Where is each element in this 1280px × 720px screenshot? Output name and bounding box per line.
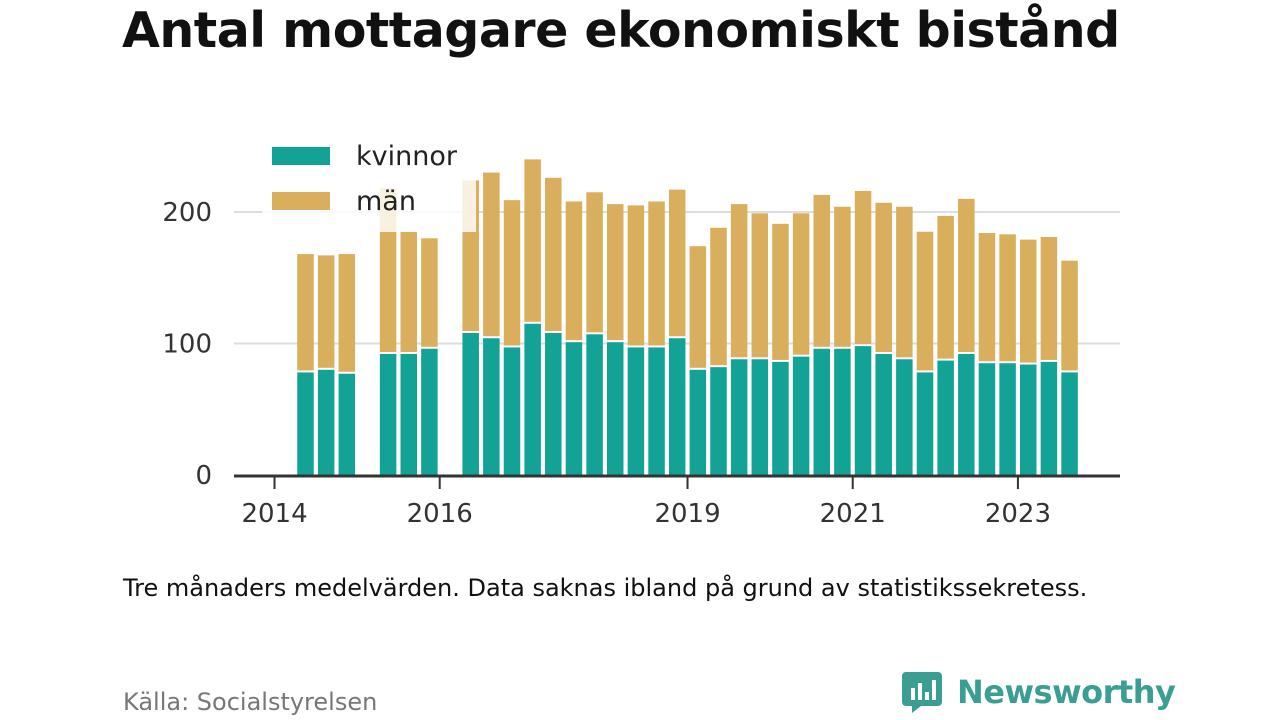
bar-kvinnor	[1020, 364, 1037, 475]
bar-kvinnor	[565, 342, 583, 475]
bar-man	[751, 213, 769, 358]
bar-kvinnor	[297, 372, 314, 475]
bar-kvinnor	[648, 347, 665, 475]
bar-kvinnor	[730, 359, 748, 475]
bar-kvinnor	[503, 347, 521, 475]
bar-man	[689, 246, 707, 368]
bar-man	[834, 206, 851, 347]
bar-kvinnor	[916, 372, 934, 475]
bar-kvinnor	[937, 360, 954, 475]
bar-kvinnor	[854, 346, 872, 475]
bar-man	[627, 205, 645, 346]
y-tick-label: 200	[162, 198, 212, 228]
bar-man	[772, 223, 789, 360]
bar-kvinnor	[896, 359, 913, 475]
bar-kvinnor	[792, 356, 810, 475]
bar-kvinnor	[338, 373, 356, 475]
bar-man	[730, 204, 748, 358]
bar-man	[854, 190, 872, 345]
bar-kvinnor	[978, 363, 996, 475]
bar-man	[937, 215, 954, 359]
bar-man	[1020, 239, 1037, 363]
bar-kvinnor	[1061, 372, 1078, 475]
bar-kvinnor	[400, 354, 417, 475]
bar-man	[648, 201, 665, 346]
bar-man	[668, 189, 686, 337]
bar-kvinnor	[524, 323, 541, 475]
bar-man	[338, 254, 356, 372]
bar-kvinnor	[1040, 361, 1058, 475]
bar-kvinnor	[607, 342, 624, 475]
bar-man	[916, 231, 934, 371]
bar-kvinnor	[317, 369, 335, 475]
y-tick-label: 100	[162, 330, 212, 360]
x-tick-label: 2016	[407, 499, 473, 529]
bar-man	[503, 200, 521, 346]
bar-kvinnor	[751, 359, 769, 475]
bar-man	[813, 194, 830, 347]
bar-man	[875, 202, 892, 353]
brand-logo: Newsworthy	[901, 670, 1176, 714]
bar-man	[565, 201, 583, 341]
bar-man	[1040, 236, 1058, 360]
bar-kvinnor	[627, 347, 645, 475]
axes: 2014 2016 2019 2021 2023	[234, 474, 1120, 529]
x-tick-label: 2021	[820, 499, 886, 529]
bar-man	[607, 204, 624, 341]
x-tick-label: 2023	[985, 499, 1051, 529]
source-text: Källa: Socialstyrelsen	[123, 688, 378, 716]
x-tick-label: 2014	[241, 499, 307, 529]
bar-kvinnor	[379, 354, 397, 475]
brand-name: Newsworthy	[957, 673, 1176, 711]
bar-man	[524, 159, 541, 322]
legend-label: män	[356, 186, 416, 217]
bar-man	[792, 213, 810, 355]
bar-kvinnor	[421, 348, 438, 475]
bar-man	[958, 198, 975, 353]
stacked-bar-chart: 0 100 200 2014 2016 2019 2021 2023 kvinnor män	[162, 134, 1120, 529]
legend-swatch	[272, 192, 330, 210]
legend-label: kvinnor	[356, 141, 458, 172]
bar-man	[400, 231, 417, 353]
bar-man	[1061, 260, 1078, 371]
bars	[297, 159, 1078, 475]
bar-kvinnor	[772, 361, 789, 475]
bar-kvinnor	[813, 348, 830, 475]
bar-kvinnor	[668, 338, 686, 475]
bar-kvinnor	[689, 369, 707, 475]
bar-kvinnor	[999, 363, 1016, 475]
bar-kvinnor	[483, 338, 500, 475]
bar-man	[545, 177, 562, 331]
bar-kvinnor	[958, 354, 975, 475]
y-tick-label: 0	[195, 461, 212, 491]
bar-man	[297, 254, 314, 371]
bar-kvinnor	[875, 354, 892, 475]
bar-kvinnor	[834, 348, 851, 475]
bar-man	[710, 227, 727, 366]
newsworthy-logo-icon	[902, 672, 942, 713]
bar-man	[483, 172, 500, 337]
chart-title: Antal mottagare ekonomiskt bistånd	[122, 2, 1120, 59]
x-tick-label: 2019	[654, 499, 720, 529]
bar-man	[421, 238, 438, 347]
legend: kvinnor män	[262, 134, 476, 232]
bar-man	[586, 192, 603, 333]
bar-man	[317, 255, 335, 368]
bar-kvinnor	[545, 332, 562, 475]
bar-man	[978, 233, 996, 362]
legend-swatch	[272, 147, 330, 165]
bar-kvinnor	[586, 334, 603, 475]
bar-man	[896, 206, 913, 358]
bar-kvinnor	[462, 332, 479, 475]
chart-note: Tre månaders medelvärden. Data saknas ib…	[123, 574, 1088, 602]
bar-man	[999, 234, 1016, 362]
bar-kvinnor	[710, 367, 727, 475]
